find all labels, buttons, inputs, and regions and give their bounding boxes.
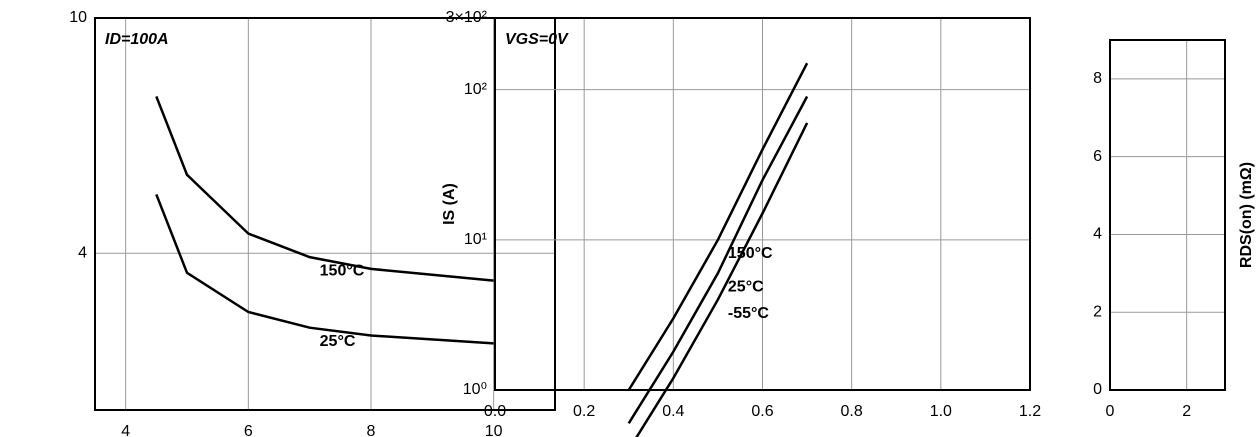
x-tick-label: 4 [121,423,130,437]
x-tick-label: 2 [1182,403,1191,420]
y-tick-label: 3×10² [446,9,488,26]
y-tick-label: 10⁰ [463,381,487,398]
x-tick-label: 10 [485,423,503,437]
y-tick-label: 10² [464,81,488,98]
chart-panel: 4 6 8 10 4 10 ID=100A 150°C 25°C 0.0 0.2 0.4 0.6 0.8 1… [0,0,1259,437]
x-tick-label: 1.2 [1019,403,1041,420]
plot-frame [1110,40,1225,390]
x-tick-label: 0 [1106,403,1115,420]
x-tick-label: 0.8 [841,403,863,420]
series-line [629,63,807,390]
y-tick-label: 8 [1093,70,1102,87]
y-tick-label: 0 [1093,381,1102,398]
y-tick-label: 10¹ [464,231,487,248]
y-axis-label: IS (A) [441,183,458,225]
y-tick-label: 10 [69,9,87,26]
x-tick-label: 6 [244,423,253,437]
series-label: 150°C [320,262,365,279]
series-label: 25°C [728,278,764,295]
x-tick-label: 8 [367,423,376,437]
series-label: -55°C [728,305,770,322]
x-tick-label: 0.0 [484,403,506,420]
x-tick-label: 1.0 [930,403,952,420]
y-tick-label: 4 [1093,226,1102,243]
annotation: ID=100A [105,31,169,48]
series-line [629,97,807,424]
x-tick-label: 0.2 [573,403,595,420]
annotation: VGS=0V [505,31,569,48]
x-tick-label: 0.4 [662,403,684,420]
page: 4 6 8 10 4 10 ID=100A 150°C 25°C 0.0 0.2 0.4 0.6 0.8 1… [0,0,1259,437]
y-tick-label: 6 [1093,148,1102,165]
y-axis-label: RDS(on) (mΩ) [1238,162,1255,268]
x-tick-label: 0.6 [751,403,773,420]
y-tick-label: 4 [78,244,87,261]
series-label: 25°C [320,333,356,350]
y-tick-label: 2 [1093,303,1102,320]
series-label: 150°C [728,245,773,262]
